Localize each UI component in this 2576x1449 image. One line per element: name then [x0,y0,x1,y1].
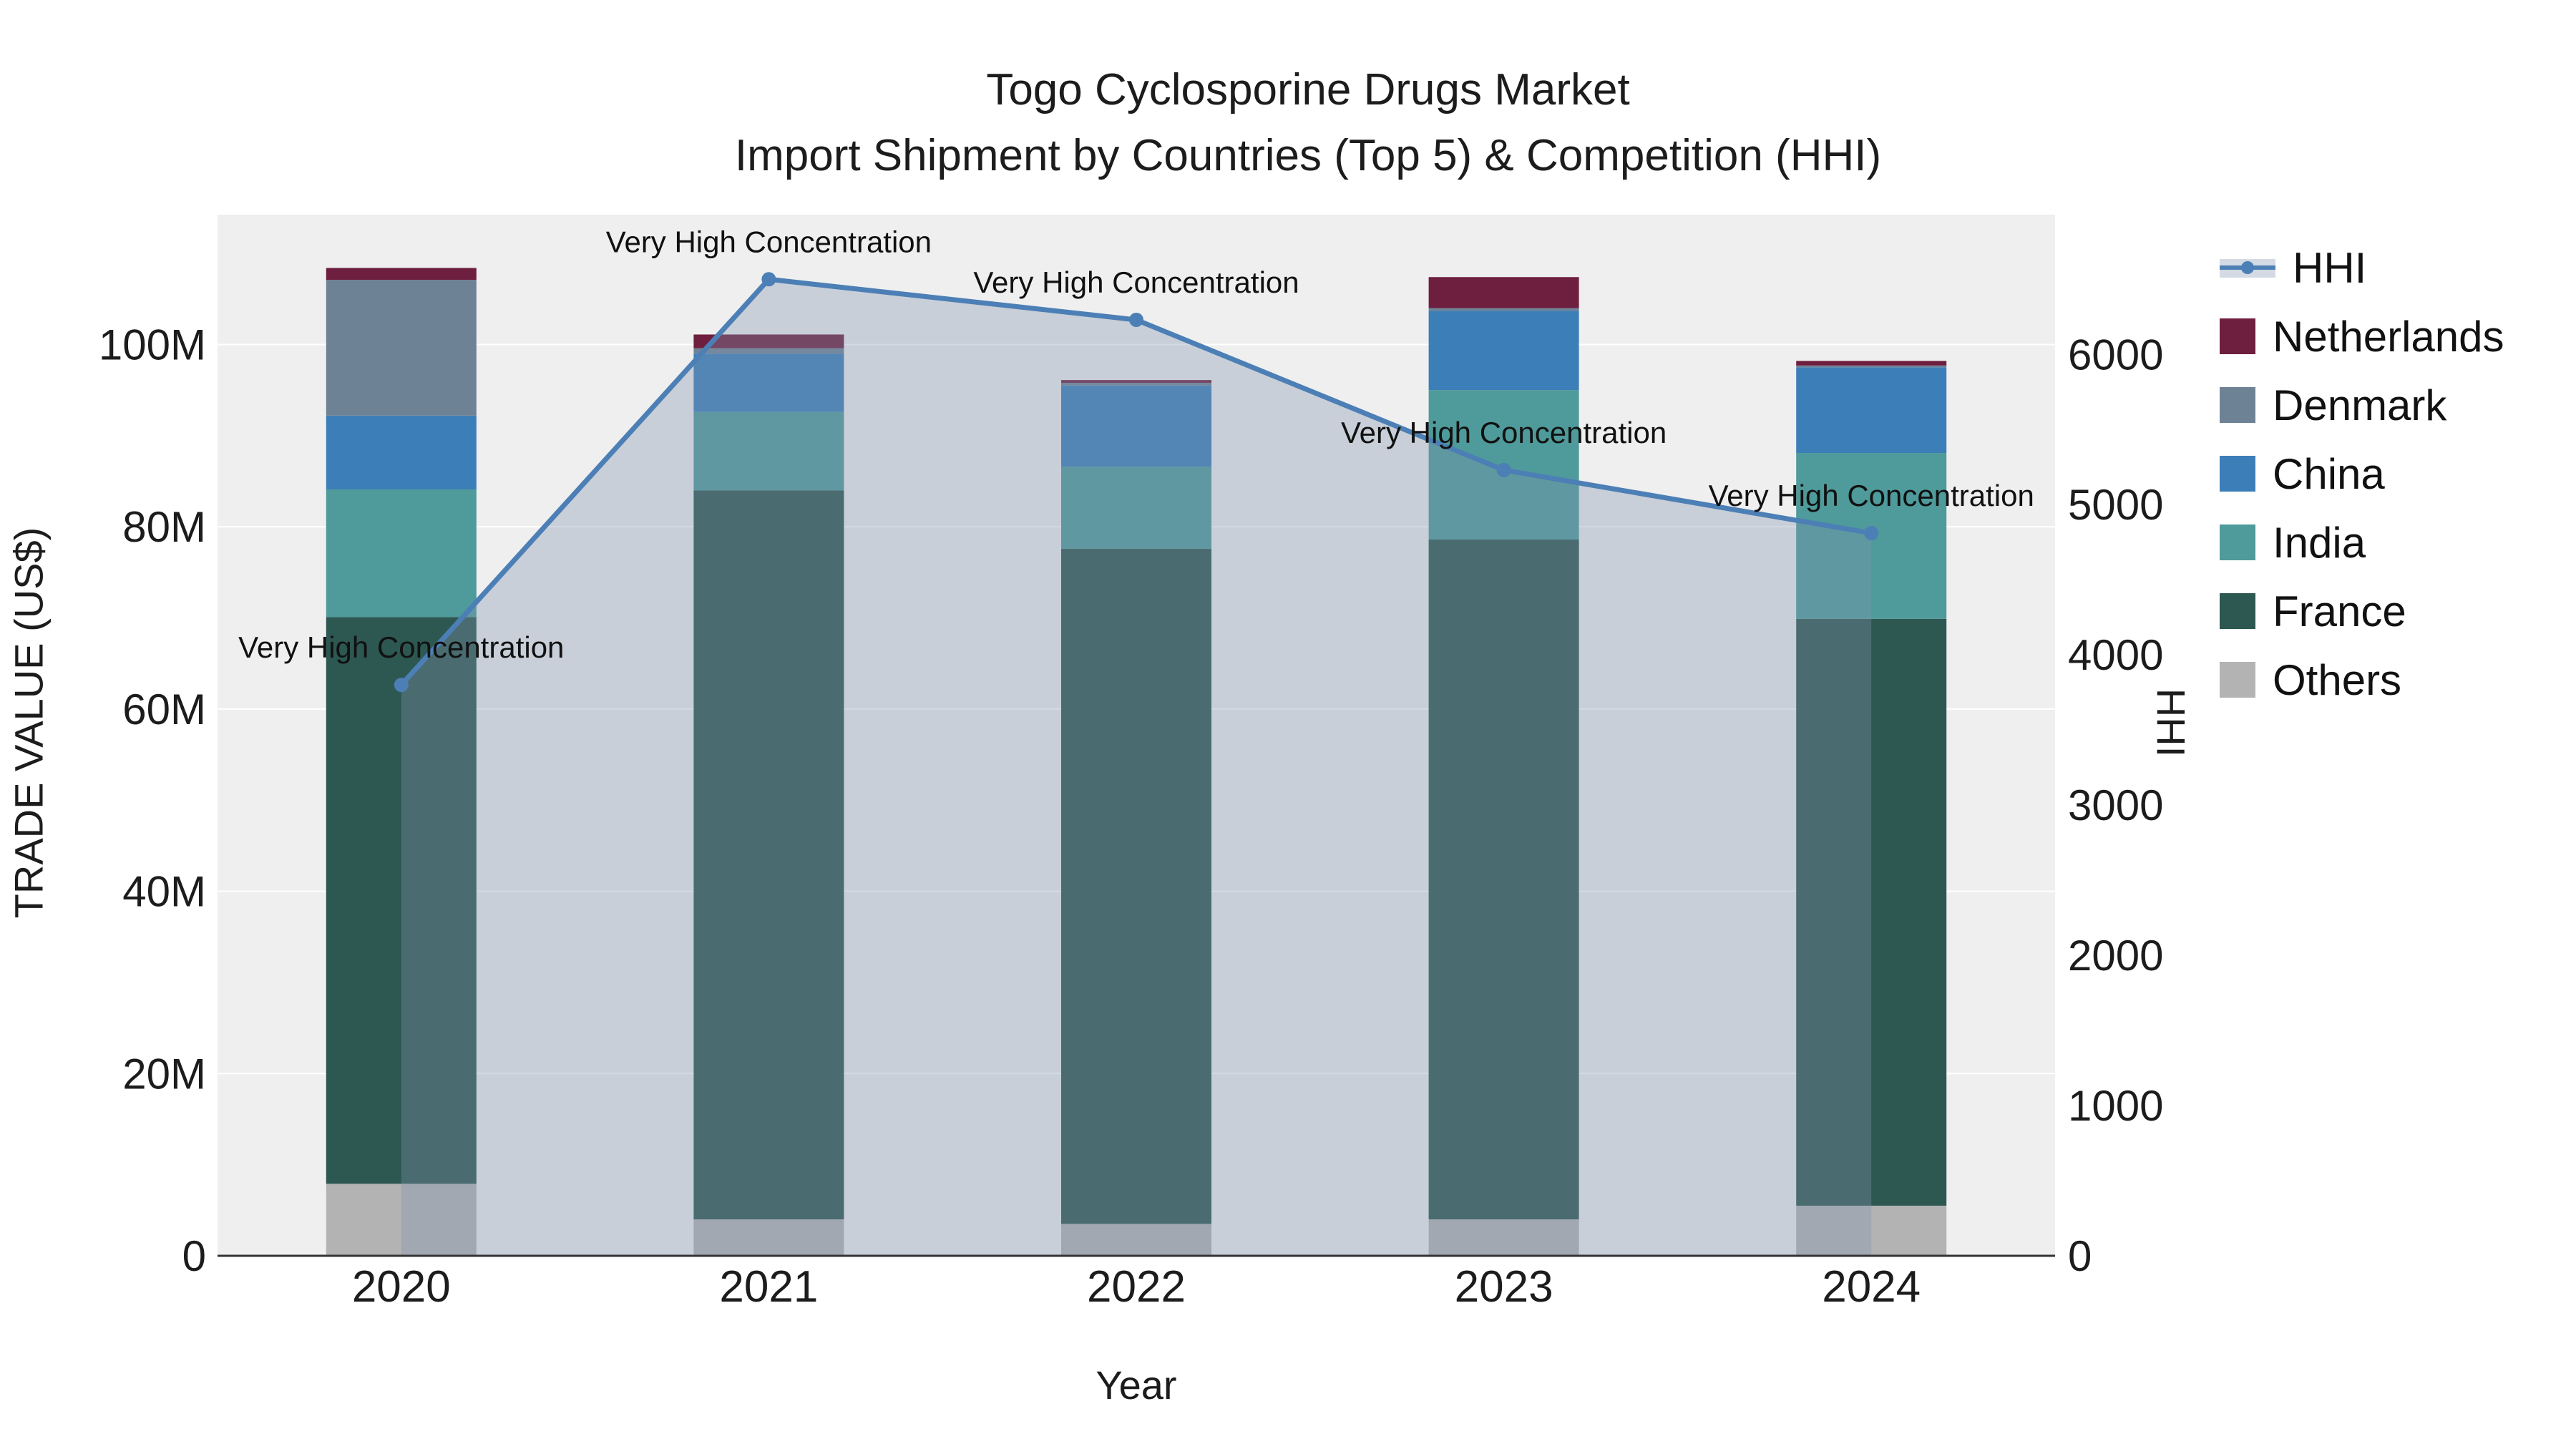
legend-label: Others [2273,655,2402,704]
bar-denmark-2020[interactable] [326,280,477,416]
annotation-2020: Very High Concentration [238,630,564,664]
legend-label: Denmark [2273,381,2447,429]
y-left-tick: 40M [122,868,206,916]
legend-label: India [2273,518,2366,567]
legend-swatch [2220,318,2255,354]
y-left-tick: 60M [122,686,206,733]
y-right-tick: 6000 [2068,331,2163,379]
y-left-tick: 100M [99,321,206,369]
legend: HHI Netherlands Denmark China India France Oth… [2220,233,2504,714]
x-tick-2022: 2022 [1087,1262,1186,1312]
bar-others-2023[interactable] [1428,1219,1579,1256]
legend-swatch [2220,456,2255,492]
bar-denmark-2023[interactable] [1428,308,1579,311]
legend-swatch [2220,387,2255,423]
x-tick-2023: 2023 [1455,1262,1553,1312]
y-left-tick: 0 [182,1232,206,1280]
bar-others-2024[interactable] [1796,1205,1947,1256]
bar-france-2023[interactable] [1428,540,1579,1220]
hhi-marker-2024[interactable] [1864,526,1879,541]
legend-item-france[interactable]: France [2220,577,2504,645]
legend-item-china[interactable]: China [2220,439,2504,508]
hhi-marker-2020[interactable] [394,678,409,693]
bar-denmark-2021[interactable] [693,348,844,354]
y-right-tick: 1000 [2068,1082,2163,1130]
annotation-2022: Very High Concentration [973,265,1299,299]
y-right-tick: 2000 [2068,932,2163,980]
bar-india-2022[interactable] [1061,467,1211,549]
legend-item-hhi[interactable]: HHI [2220,233,2504,302]
legend-label: France [2273,587,2406,635]
legend-label: China [2273,449,2385,498]
bar-others-2021[interactable] [693,1219,844,1256]
y-left-tick: 20M [122,1050,206,1098]
annotation-2023: Very High Concentration [1341,416,1667,449]
legend-line-sample [2220,259,2275,278]
x-axis-label: Year [1096,1362,1177,1407]
x-tick-2021: 2021 [719,1262,818,1312]
legend-label: HHI [2293,243,2367,292]
annotation-2024: Very High Concentration [1709,479,2034,512]
x-tick-2020: 2020 [352,1262,451,1312]
legend-item-others[interactable]: Others [2220,645,2504,714]
hhi-marker-2022[interactable] [1129,312,1143,327]
x-tick-2024: 2024 [1822,1262,1921,1312]
bar-china-2022[interactable] [1061,385,1211,467]
legend-item-india[interactable]: India [2220,508,2504,577]
bar-others-2022[interactable] [1061,1224,1211,1256]
y-right-tick: 3000 [2068,781,2163,829]
chart-title: Togo Cyclosporine Drugs Market [986,65,1630,114]
bar-france-2020[interactable] [326,617,477,1184]
bar-netherlands-2022[interactable] [1061,380,1211,383]
y-right-tick: 5000 [2068,481,2163,529]
bar-denmark-2024[interactable] [1796,365,1947,368]
legend-item-netherlands[interactable]: Netherlands [2220,302,2504,371]
legend-swatch [2220,662,2255,698]
bar-china-2024[interactable] [1796,367,1947,454]
bar-netherlands-2021[interactable] [693,334,844,348]
bar-france-2022[interactable] [1061,548,1211,1224]
bar-netherlands-2024[interactable] [1796,361,1947,366]
y-left-tick: 80M [122,503,206,551]
bar-india-2021[interactable] [693,411,844,491]
bar-france-2021[interactable] [693,490,844,1220]
bar-china-2020[interactable] [326,415,477,489]
chart-subtitle: Import Shipment by Countries (Top 5) & C… [734,131,1882,180]
hhi-marker-2021[interactable] [761,272,776,287]
hhi-marker-2023[interactable] [1496,462,1511,477]
bar-india-2020[interactable] [326,489,477,618]
legend-item-denmark[interactable]: Denmark [2220,371,2504,439]
bar-france-2024[interactable] [1796,618,1947,1206]
bar-netherlands-2023[interactable] [1428,277,1579,308]
legend-label: Netherlands [2273,312,2504,361]
y-right-tick: 4000 [2068,631,2163,679]
annotation-2021: Very High Concentration [606,225,932,258]
legend-swatch [2220,593,2255,629]
hhi-area-fill [401,279,1872,1256]
y-right-tick: 0 [2068,1232,2092,1280]
legend-swatch [2220,525,2255,560]
bar-china-2021[interactable] [693,353,844,412]
bar-china-2023[interactable] [1428,311,1579,391]
bar-denmark-2022[interactable] [1061,382,1211,386]
bar-others-2020[interactable] [326,1184,477,1256]
bar-netherlands-2020[interactable] [326,268,477,280]
